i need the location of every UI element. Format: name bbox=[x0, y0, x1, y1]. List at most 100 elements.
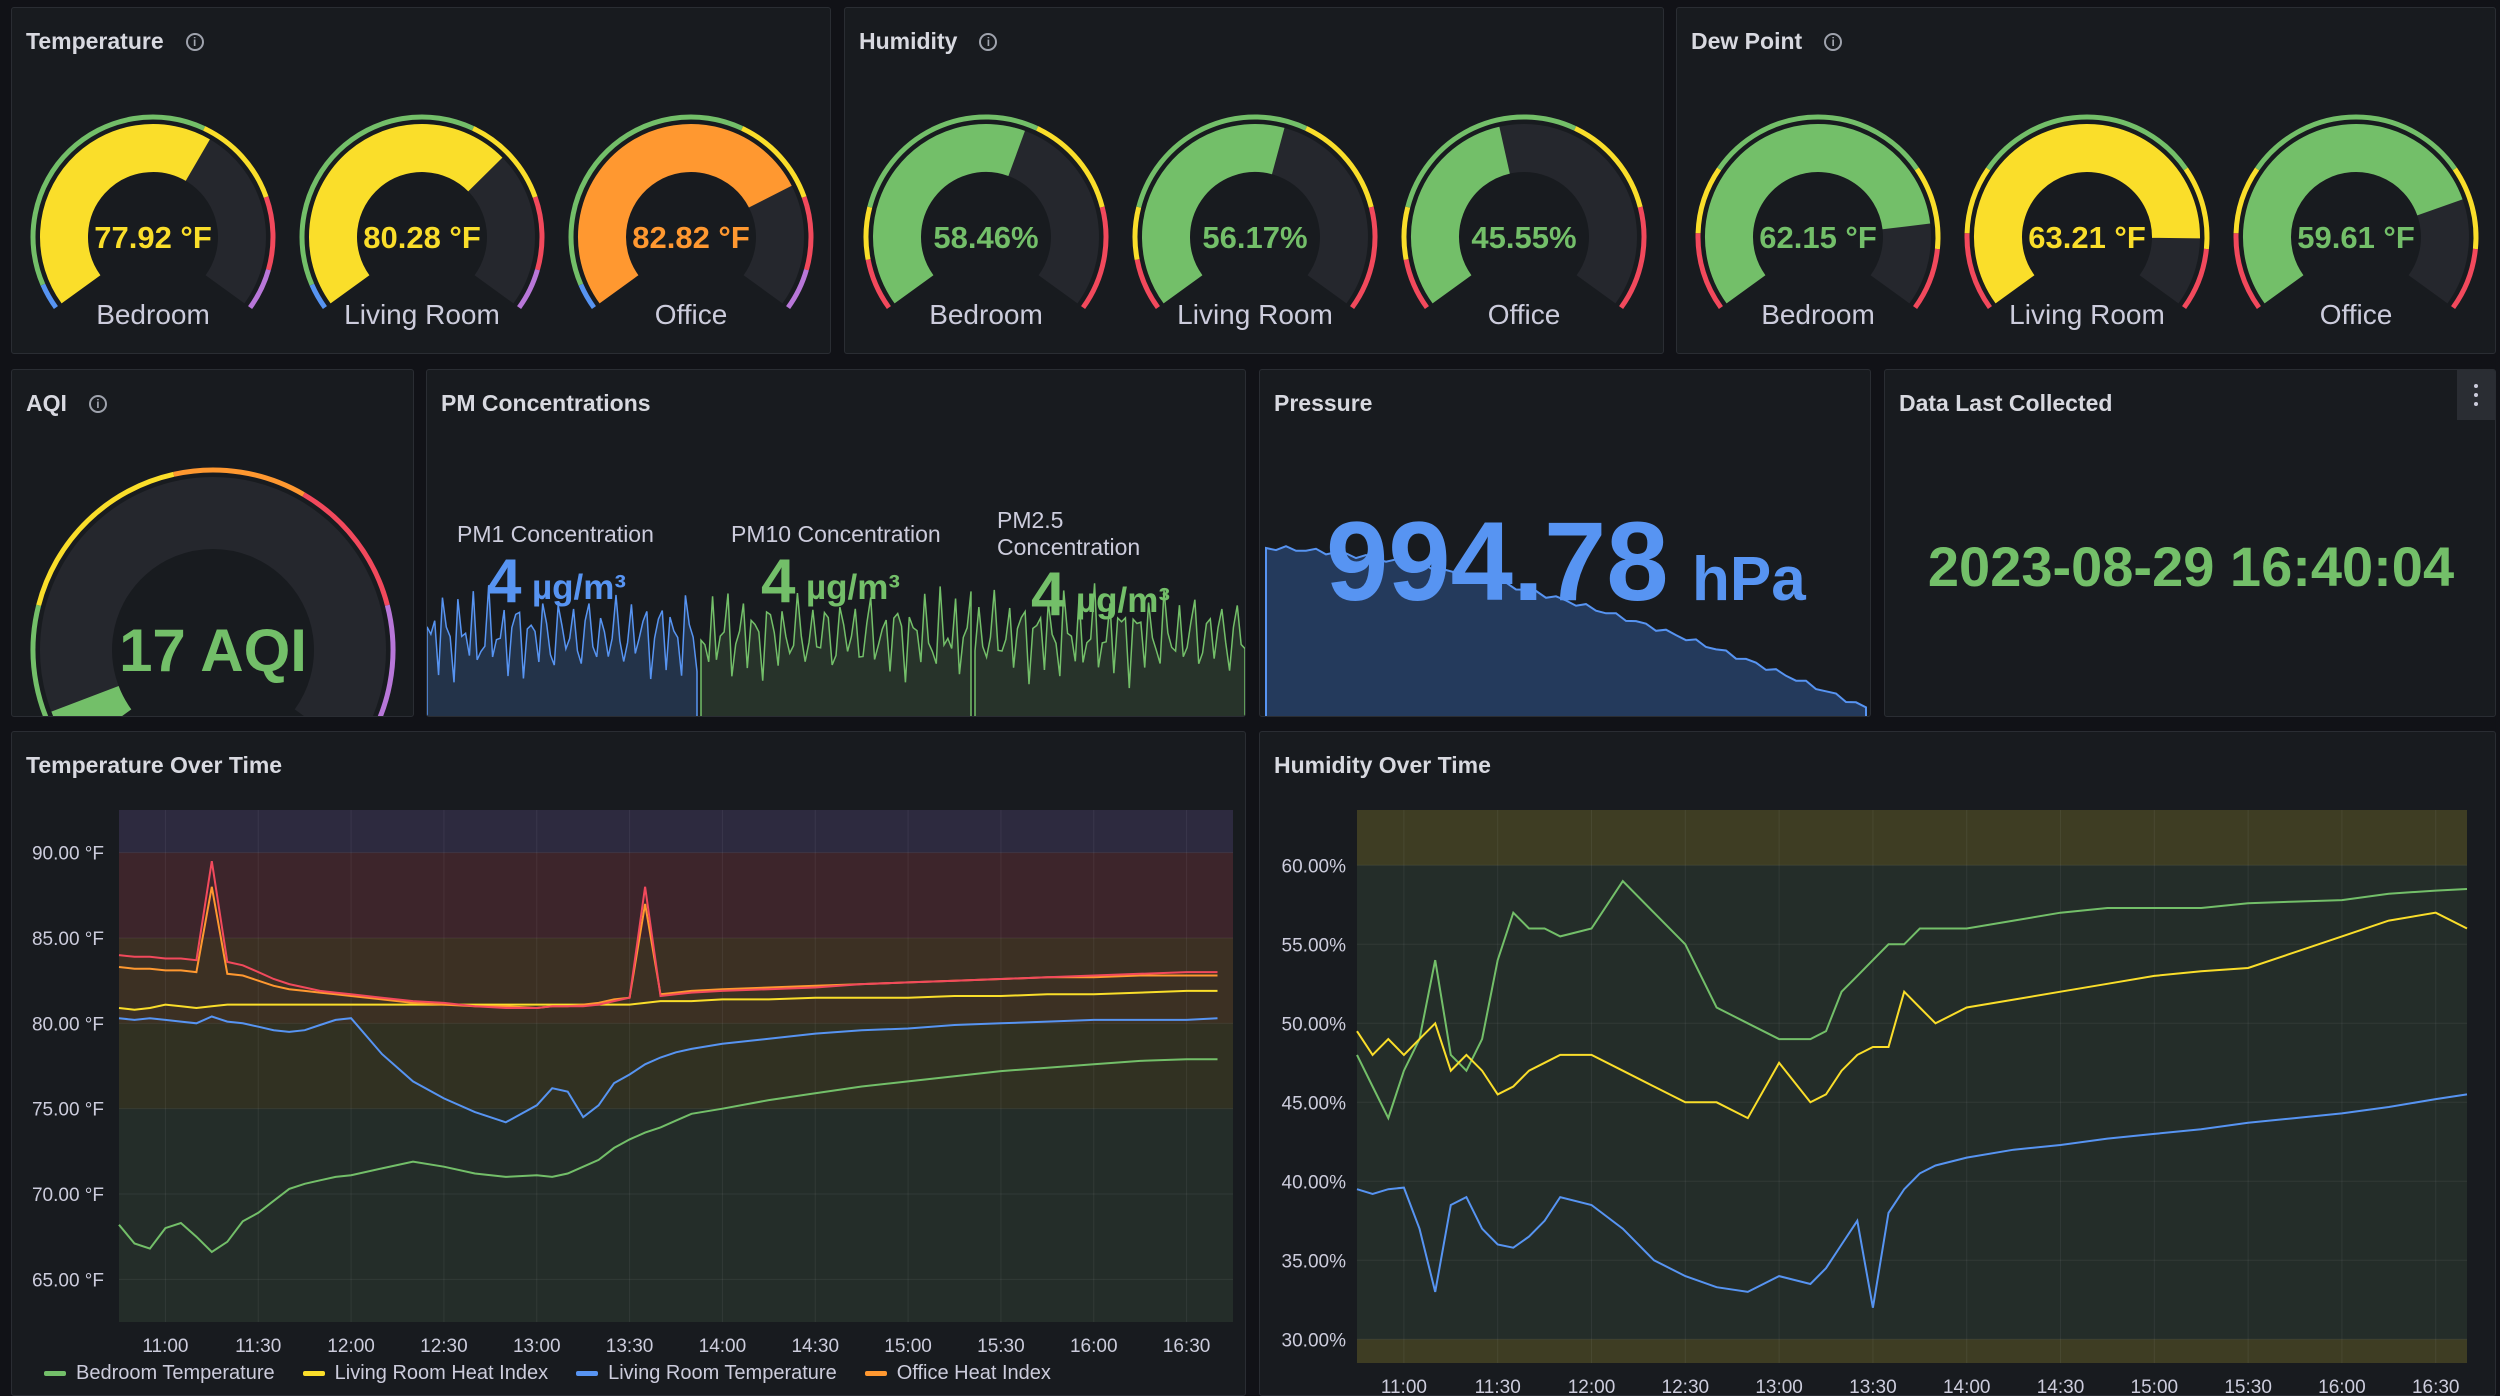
gauge-value: 17 AQI bbox=[119, 617, 307, 684]
y-tick-label: 60.00% bbox=[1282, 856, 1347, 877]
x-tick-label: 16:30 bbox=[2412, 1377, 2460, 1396]
gauge-threshold-band bbox=[517, 269, 540, 310]
x-tick-label: 16:00 bbox=[1070, 1336, 1118, 1357]
gauge-threshold-band bbox=[1964, 233, 1992, 310]
y-tick-label: 55.00% bbox=[1282, 935, 1347, 956]
series-line-living-room[interactable] bbox=[1356, 911, 2468, 1120]
panel-title: PM Concentrations bbox=[441, 390, 651, 416]
gauge-value: 62.15 °F bbox=[1759, 220, 1877, 255]
pm-unit: µg/m³ bbox=[806, 568, 900, 607]
info-icon[interactable]: i bbox=[979, 32, 998, 51]
threshold-region bbox=[1357, 1339, 2467, 1363]
x-tick-label: 11:00 bbox=[1381, 1377, 1427, 1396]
legend-label: Bedroom Temperature bbox=[76, 1362, 275, 1384]
series-line-bedroom[interactable] bbox=[1356, 879, 2468, 1121]
legend-item[interactable]: Living Room Temperature bbox=[576, 1362, 837, 1385]
y-tick-label: 75.00 °F bbox=[32, 1100, 104, 1121]
gauge-threshold-band bbox=[36, 471, 175, 606]
pressure-stat: 994.78 hPa bbox=[1265, 499, 1867, 716]
gauge-threshold-band bbox=[865, 258, 891, 310]
threshold-region bbox=[1357, 865, 2467, 1340]
legend-item[interactable]: Office Heat Index bbox=[864, 1362, 1051, 1385]
info-icon[interactable]: i bbox=[185, 32, 204, 51]
gauge-threshold-band bbox=[786, 269, 809, 310]
gauge-threshold-band bbox=[1136, 114, 1308, 208]
y-tick-label: 80.00 °F bbox=[32, 1014, 104, 1035]
gauge-fill bbox=[578, 124, 792, 304]
gauge-threshold-band bbox=[1081, 206, 1109, 310]
panel-title: AQI bbox=[26, 390, 67, 416]
gauge-threshold-band bbox=[1403, 258, 1429, 310]
pm-value: 4 bbox=[487, 547, 522, 616]
threshold-region bbox=[119, 1108, 1233, 1322]
series-line-bedroom-temperature[interactable] bbox=[118, 1058, 1218, 1254]
pm-label: PM2.5 Concentration bbox=[997, 507, 1140, 560]
gauge-threshold-band bbox=[1134, 258, 1160, 310]
threshold-region bbox=[119, 810, 1233, 853]
gauge-threshold-band bbox=[1350, 206, 1378, 310]
x-tick-label: 13:00 bbox=[513, 1336, 561, 1357]
gauge-threshold-band bbox=[2233, 167, 2260, 234]
legend-label: Living Room Heat Index bbox=[334, 1362, 549, 1384]
humidity-chart: 60.00% 55.00% 50.00% 45.00% 40.00% 35.00% 30.0… bbox=[1282, 810, 2468, 1396]
panel-title: Temperature Over Time bbox=[26, 752, 283, 778]
gauge-threshold-band bbox=[203, 126, 269, 198]
pm-panel: PM Concentrations PM1 Concentration 4 µg/m… bbox=[426, 369, 1246, 717]
gauge-fill bbox=[1142, 124, 1285, 304]
aqi-gauge: 17 AQI bbox=[30, 467, 396, 716]
legend-swatch bbox=[576, 1371, 599, 1376]
gauge-value: 77.92 °F bbox=[94, 220, 212, 255]
gauge-threshold-band bbox=[568, 114, 744, 286]
threshold-region bbox=[119, 938, 1233, 1024]
panel-menu-icon[interactable] bbox=[2457, 370, 2495, 420]
series-line-office-temperature[interactable] bbox=[118, 861, 1218, 1009]
gauge-threshold-band bbox=[1914, 167, 1941, 250]
pressure-unit: hPa bbox=[1692, 545, 1806, 614]
x-tick-label: 11:30 bbox=[235, 1336, 281, 1357]
x-tick-label: 12:30 bbox=[1662, 1377, 1710, 1396]
gauge-label: Bedroom bbox=[929, 299, 1043, 330]
legend-item[interactable]: Bedroom Temperature bbox=[44, 1362, 275, 1385]
pm-unit: µg/m³ bbox=[1076, 581, 1170, 620]
x-tick-label: 12:00 bbox=[1568, 1377, 1616, 1396]
info-icon[interactable]: i bbox=[1824, 32, 1843, 51]
gauge-threshold-band bbox=[741, 126, 807, 198]
legend-item[interactable]: Living Room Heat Index bbox=[302, 1362, 549, 1385]
y-tick-label: 90.00 °F bbox=[32, 844, 104, 865]
gauge-threshold-band bbox=[2451, 248, 2478, 310]
humidity-chart-panel: Humidity Over Time 60.00% 55.00% 50.00% 45.… bbox=[1259, 731, 2496, 1396]
pm-value: 4 bbox=[761, 547, 796, 616]
dewpoint-panel: Dew Point i 62.15 °F Bedroom 63.21 °F Living… bbox=[1676, 7, 2496, 354]
legend-label: Living Room Temperature bbox=[608, 1362, 837, 1384]
gauge-fill bbox=[51, 684, 132, 716]
gauge-value: 80.28 °F bbox=[363, 220, 481, 255]
gauge-fill bbox=[1705, 124, 1931, 304]
plot-area bbox=[119, 810, 1233, 1322]
gauge-threshold-band bbox=[2452, 167, 2479, 250]
x-tick-label: 14:30 bbox=[2037, 1377, 2085, 1396]
series-line-living-room-heat-index[interactable] bbox=[118, 989, 1218, 1011]
series-line-office[interactable] bbox=[1356, 1093, 2468, 1308]
gauge-fill bbox=[873, 124, 1025, 304]
y-tick-label: 30.00% bbox=[1282, 1330, 1347, 1351]
gauge-value: 82.82 °F bbox=[632, 220, 750, 255]
series-line-living-room-temperature[interactable] bbox=[118, 1015, 1218, 1124]
gauge-threshold-band bbox=[1695, 233, 1723, 310]
gauge-threshold-band bbox=[2255, 114, 2457, 171]
gauge-threshold-band bbox=[1695, 167, 1722, 234]
gauge-threshold-band bbox=[40, 283, 58, 310]
legend-swatch bbox=[302, 1371, 325, 1376]
pm-sparkline bbox=[974, 583, 1245, 716]
x-tick-label: 14:00 bbox=[699, 1336, 747, 1357]
panel-title: Data Last Collected bbox=[1899, 390, 2113, 416]
gauge-label: Office bbox=[655, 299, 728, 330]
gauge-value: 59.61 °F bbox=[2297, 220, 2415, 255]
gauge-threshold-band bbox=[263, 196, 276, 271]
gauge-fill bbox=[1411, 126, 1511, 304]
panel-title: Humidity Over Time bbox=[1274, 752, 1491, 778]
info-icon[interactable]: i bbox=[88, 394, 107, 413]
gauge-threshold-band bbox=[532, 196, 545, 271]
temperature-gauges: 77.92 °F Bedroom 80.28 °F Living Room 82.82 … bbox=[30, 114, 814, 330]
pressure-panel: Pressure 994.78 hPa bbox=[1259, 369, 1871, 717]
legend-swatch bbox=[864, 1371, 887, 1376]
